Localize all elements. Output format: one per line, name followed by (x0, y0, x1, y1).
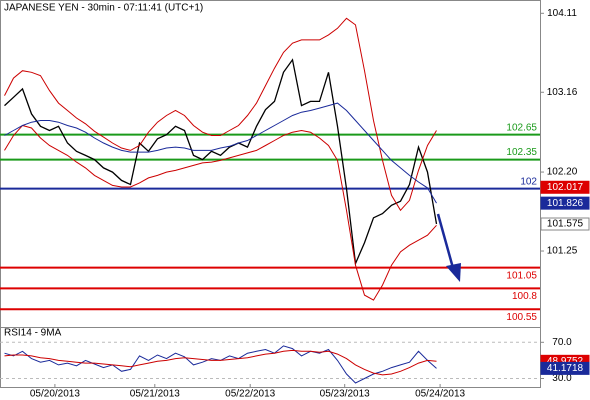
value-tag-label: 48.9752 (547, 356, 584, 367)
value-tag (540, 196, 590, 210)
y-tick-label: 102.20 (547, 167, 578, 178)
level-label: 102 (520, 176, 537, 187)
x-tick-label: 05/22/2013 (225, 389, 275, 400)
y-tick-label: 30.0 (552, 373, 572, 384)
rsi-title: RSI14 - 9MA (4, 328, 62, 339)
level-label: 102.65 (506, 122, 537, 133)
moving-average (4, 102, 437, 204)
level-label: 102.35 (506, 147, 537, 158)
x-tick-label: 05/23/2013 (320, 389, 370, 400)
price-line (4, 58, 438, 266)
value-tag (540, 361, 590, 375)
y-tick-label: 103.16 (547, 87, 578, 98)
value-tag-label: 41.1718 (547, 363, 584, 374)
arrow-shaft (436, 213, 455, 269)
level-label: 100.55 (506, 312, 537, 323)
y-tick-label: 70.0 (552, 337, 572, 348)
trend-arrow (436, 213, 461, 282)
level-label: 101.05 (506, 270, 537, 281)
x-tick-label: 05/20/2013 (30, 389, 80, 400)
value-tag-label: 102.017 (547, 182, 584, 193)
value-tag-label: 101.826 (547, 198, 584, 209)
upper-band (4, 17, 437, 212)
x-tick-label: 05/24/2013 (415, 389, 465, 400)
y-tick-label: 101.25 (547, 246, 578, 257)
y-tick-label: 104.11 (547, 8, 577, 19)
chart-title: JAPANESE YEN - 30min - 07:11:41 (UTC+1) (4, 3, 203, 14)
frame (0, 0, 541, 388)
value-tag (540, 217, 590, 231)
level-label: 100.8 (512, 291, 537, 302)
value-tag-label: 101.575 (547, 219, 584, 230)
value-tag (540, 180, 590, 194)
x-tick-label: 05/21/2013 (130, 389, 180, 400)
rsi-ma-line (4, 349, 437, 376)
arrow-head (446, 263, 461, 282)
lower-band (4, 124, 437, 301)
